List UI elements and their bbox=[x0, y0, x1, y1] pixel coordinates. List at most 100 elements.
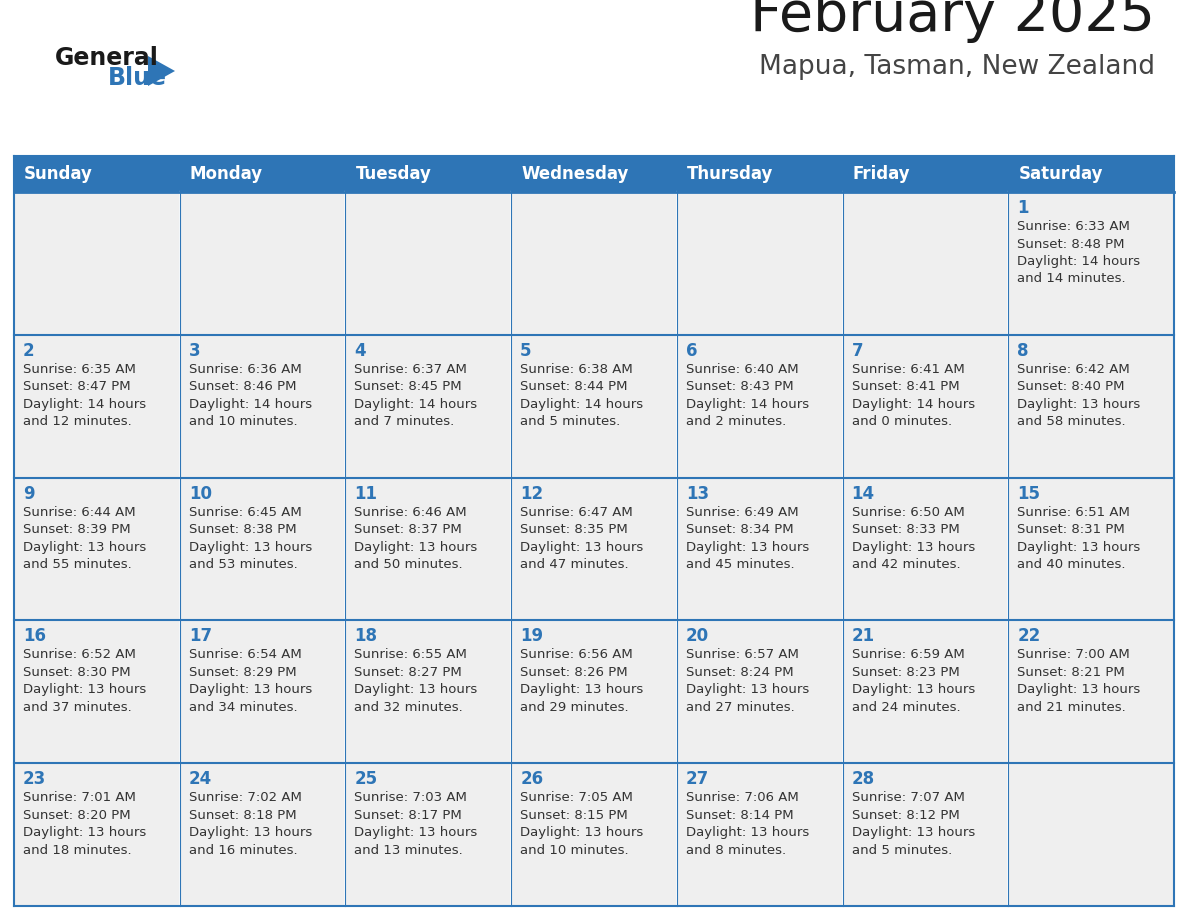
Text: 22: 22 bbox=[1017, 627, 1041, 645]
Text: Daylight: 13 hours: Daylight: 13 hours bbox=[23, 683, 146, 697]
Text: Sunrise: 6:45 AM: Sunrise: 6:45 AM bbox=[189, 506, 302, 519]
Text: Sunset: 8:29 PM: Sunset: 8:29 PM bbox=[189, 666, 296, 679]
Text: Sunset: 8:35 PM: Sunset: 8:35 PM bbox=[520, 523, 628, 536]
Text: Sunrise: 6:55 AM: Sunrise: 6:55 AM bbox=[354, 648, 467, 661]
Text: 28: 28 bbox=[852, 770, 874, 789]
Text: and 50 minutes.: and 50 minutes. bbox=[354, 558, 463, 571]
Text: Daylight: 13 hours: Daylight: 13 hours bbox=[1017, 397, 1140, 410]
Text: Daylight: 13 hours: Daylight: 13 hours bbox=[520, 826, 644, 839]
Text: Sunset: 8:39 PM: Sunset: 8:39 PM bbox=[23, 523, 131, 536]
Text: Sunset: 8:46 PM: Sunset: 8:46 PM bbox=[189, 380, 296, 393]
Text: and 34 minutes.: and 34 minutes. bbox=[189, 701, 297, 714]
Text: 21: 21 bbox=[852, 627, 874, 645]
Text: Sunset: 8:12 PM: Sunset: 8:12 PM bbox=[852, 809, 960, 822]
Text: Sunset: 8:48 PM: Sunset: 8:48 PM bbox=[1017, 238, 1125, 251]
Text: 26: 26 bbox=[520, 770, 543, 789]
Text: Sunrise: 7:07 AM: Sunrise: 7:07 AM bbox=[852, 791, 965, 804]
Text: Daylight: 14 hours: Daylight: 14 hours bbox=[520, 397, 643, 410]
Text: 13: 13 bbox=[685, 485, 709, 502]
Text: Sunrise: 6:54 AM: Sunrise: 6:54 AM bbox=[189, 648, 302, 661]
Text: Sunset: 8:30 PM: Sunset: 8:30 PM bbox=[23, 666, 131, 679]
Text: Sunrise: 6:47 AM: Sunrise: 6:47 AM bbox=[520, 506, 633, 519]
Text: and 2 minutes.: and 2 minutes. bbox=[685, 415, 786, 429]
Text: Sunset: 8:45 PM: Sunset: 8:45 PM bbox=[354, 380, 462, 393]
Text: Sunset: 8:33 PM: Sunset: 8:33 PM bbox=[852, 523, 960, 536]
Text: and 58 minutes.: and 58 minutes. bbox=[1017, 415, 1126, 429]
Text: and 37 minutes.: and 37 minutes. bbox=[23, 701, 132, 714]
Text: Daylight: 13 hours: Daylight: 13 hours bbox=[189, 541, 312, 554]
Text: and 45 minutes.: and 45 minutes. bbox=[685, 558, 795, 571]
Text: 8: 8 bbox=[1017, 341, 1029, 360]
Text: and 53 minutes.: and 53 minutes. bbox=[189, 558, 297, 571]
Bar bbox=[14, 192, 1174, 335]
Text: Sunrise: 6:36 AM: Sunrise: 6:36 AM bbox=[189, 363, 302, 375]
Text: Sunrise: 6:57 AM: Sunrise: 6:57 AM bbox=[685, 648, 798, 661]
Text: Sunset: 8:17 PM: Sunset: 8:17 PM bbox=[354, 809, 462, 822]
Text: and 21 minutes.: and 21 minutes. bbox=[1017, 701, 1126, 714]
Text: and 12 minutes.: and 12 minutes. bbox=[23, 415, 132, 429]
Text: Daylight: 13 hours: Daylight: 13 hours bbox=[1017, 541, 1140, 554]
Text: 25: 25 bbox=[354, 770, 378, 789]
Text: 23: 23 bbox=[23, 770, 46, 789]
Text: Sunrise: 7:05 AM: Sunrise: 7:05 AM bbox=[520, 791, 633, 804]
Text: and 32 minutes.: and 32 minutes. bbox=[354, 701, 463, 714]
Text: Daylight: 13 hours: Daylight: 13 hours bbox=[23, 541, 146, 554]
Text: and 16 minutes.: and 16 minutes. bbox=[189, 844, 297, 856]
Text: and 40 minutes.: and 40 minutes. bbox=[1017, 558, 1126, 571]
Text: and 47 minutes.: and 47 minutes. bbox=[520, 558, 628, 571]
Text: and 29 minutes.: and 29 minutes. bbox=[520, 701, 628, 714]
Text: and 7 minutes.: and 7 minutes. bbox=[354, 415, 455, 429]
Text: Sunset: 8:43 PM: Sunset: 8:43 PM bbox=[685, 380, 794, 393]
Text: Sunrise: 6:35 AM: Sunrise: 6:35 AM bbox=[23, 363, 135, 375]
Text: Sunset: 8:38 PM: Sunset: 8:38 PM bbox=[189, 523, 296, 536]
Text: Sunrise: 6:42 AM: Sunrise: 6:42 AM bbox=[1017, 363, 1130, 375]
Text: Sunrise: 6:52 AM: Sunrise: 6:52 AM bbox=[23, 648, 135, 661]
Text: Sunrise: 7:03 AM: Sunrise: 7:03 AM bbox=[354, 791, 467, 804]
Text: 16: 16 bbox=[23, 627, 46, 645]
Text: 11: 11 bbox=[354, 485, 378, 502]
Text: Daylight: 13 hours: Daylight: 13 hours bbox=[189, 826, 312, 839]
Text: 10: 10 bbox=[189, 485, 211, 502]
Text: 5: 5 bbox=[520, 341, 532, 360]
Text: and 13 minutes.: and 13 minutes. bbox=[354, 844, 463, 856]
Text: and 14 minutes.: and 14 minutes. bbox=[1017, 273, 1126, 285]
Text: Daylight: 14 hours: Daylight: 14 hours bbox=[354, 397, 478, 410]
Bar bbox=[14, 477, 1174, 621]
Text: Daylight: 13 hours: Daylight: 13 hours bbox=[685, 541, 809, 554]
Text: 7: 7 bbox=[852, 341, 864, 360]
Text: Daylight: 13 hours: Daylight: 13 hours bbox=[520, 541, 644, 554]
Text: 18: 18 bbox=[354, 627, 378, 645]
Text: Saturday: Saturday bbox=[1018, 165, 1102, 183]
Text: Sunrise: 6:41 AM: Sunrise: 6:41 AM bbox=[852, 363, 965, 375]
Text: Sunset: 8:18 PM: Sunset: 8:18 PM bbox=[189, 809, 296, 822]
Text: Sunset: 8:14 PM: Sunset: 8:14 PM bbox=[685, 809, 794, 822]
Text: Sunday: Sunday bbox=[24, 165, 93, 183]
Text: Sunrise: 6:40 AM: Sunrise: 6:40 AM bbox=[685, 363, 798, 375]
Text: Daylight: 13 hours: Daylight: 13 hours bbox=[685, 683, 809, 697]
Text: Daylight: 13 hours: Daylight: 13 hours bbox=[23, 826, 146, 839]
Text: Sunset: 8:21 PM: Sunset: 8:21 PM bbox=[1017, 666, 1125, 679]
Text: Sunset: 8:44 PM: Sunset: 8:44 PM bbox=[520, 380, 627, 393]
Text: 15: 15 bbox=[1017, 485, 1041, 502]
Text: Thursday: Thursday bbox=[687, 165, 773, 183]
Text: Mapua, Tasman, New Zealand: Mapua, Tasman, New Zealand bbox=[759, 54, 1155, 80]
Text: Sunset: 8:37 PM: Sunset: 8:37 PM bbox=[354, 523, 462, 536]
Text: and 5 minutes.: and 5 minutes. bbox=[852, 844, 952, 856]
Text: Daylight: 13 hours: Daylight: 13 hours bbox=[852, 826, 975, 839]
Text: General: General bbox=[55, 46, 159, 70]
Text: Sunrise: 6:33 AM: Sunrise: 6:33 AM bbox=[1017, 220, 1130, 233]
Bar bbox=[14, 335, 1174, 477]
Text: Sunset: 8:20 PM: Sunset: 8:20 PM bbox=[23, 809, 131, 822]
Text: Daylight: 13 hours: Daylight: 13 hours bbox=[520, 683, 644, 697]
Text: Sunrise: 7:00 AM: Sunrise: 7:00 AM bbox=[1017, 648, 1130, 661]
Text: and 10 minutes.: and 10 minutes. bbox=[189, 415, 297, 429]
Text: Sunrise: 6:50 AM: Sunrise: 6:50 AM bbox=[852, 506, 965, 519]
Text: 9: 9 bbox=[23, 485, 34, 502]
Text: Daylight: 13 hours: Daylight: 13 hours bbox=[852, 683, 975, 697]
Text: and 18 minutes.: and 18 minutes. bbox=[23, 844, 132, 856]
Text: Sunset: 8:27 PM: Sunset: 8:27 PM bbox=[354, 666, 462, 679]
Text: and 42 minutes.: and 42 minutes. bbox=[852, 558, 960, 571]
Text: Daylight: 14 hours: Daylight: 14 hours bbox=[685, 397, 809, 410]
Text: Daylight: 13 hours: Daylight: 13 hours bbox=[354, 826, 478, 839]
Text: Sunrise: 7:02 AM: Sunrise: 7:02 AM bbox=[189, 791, 302, 804]
